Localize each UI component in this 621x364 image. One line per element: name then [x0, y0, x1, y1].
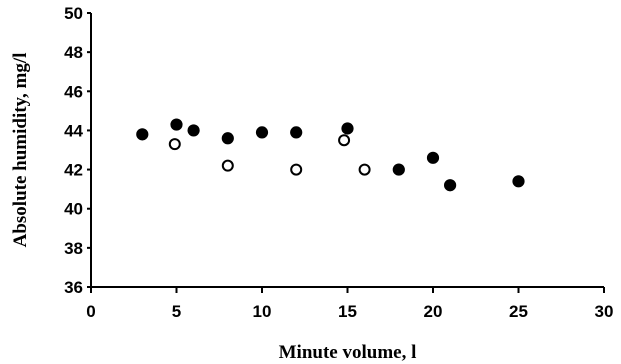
- y-ticks: 36 38 40 42 44 46 48 50: [64, 4, 91, 297]
- axes: [90, 13, 604, 288]
- x-tick-label: 30: [595, 302, 614, 321]
- data-point-open: [358, 163, 371, 176]
- data-point-filled: [444, 179, 457, 192]
- x-axis-title: Minute volume, l: [279, 342, 417, 363]
- data-point-filled: [255, 126, 269, 139]
- data-point-filled: [426, 151, 440, 164]
- data-point-filled: [512, 175, 525, 188]
- y-tick-label: 46: [64, 82, 83, 101]
- data-point-filled: [290, 126, 303, 139]
- data-point-filled: [392, 163, 405, 176]
- x-tick-label: 25: [509, 302, 528, 321]
- y-tick-label: 44: [64, 121, 83, 140]
- data-points: [136, 118, 525, 192]
- x-tick-label: 20: [424, 302, 443, 321]
- x-tick-label: 10: [253, 302, 272, 321]
- y-tick-label: 48: [64, 43, 83, 62]
- data-point-filled: [170, 118, 183, 131]
- y-axis-title: Absolute humidity, mg/l: [10, 53, 31, 248]
- y-tick-label: 36: [64, 278, 83, 297]
- data-point-filled: [221, 132, 234, 145]
- data-point-open: [290, 163, 303, 176]
- data-point-open: [168, 138, 181, 151]
- x-tick-label: 15: [338, 302, 357, 321]
- data-point-filled: [341, 122, 354, 135]
- data-point-open: [221, 159, 234, 172]
- x-tick-label: 0: [86, 302, 95, 321]
- x-ticks: 0 5 10 15 20 25 30: [86, 287, 613, 321]
- data-point-open: [338, 134, 351, 147]
- y-tick-label: 50: [64, 4, 83, 23]
- data-point-filled: [136, 128, 149, 141]
- y-tick-label: 42: [64, 161, 83, 180]
- y-tick-label: 40: [64, 200, 83, 219]
- x-tick-label: 5: [172, 302, 181, 321]
- data-point-filled: [187, 124, 200, 137]
- y-tick-label: 38: [64, 239, 83, 258]
